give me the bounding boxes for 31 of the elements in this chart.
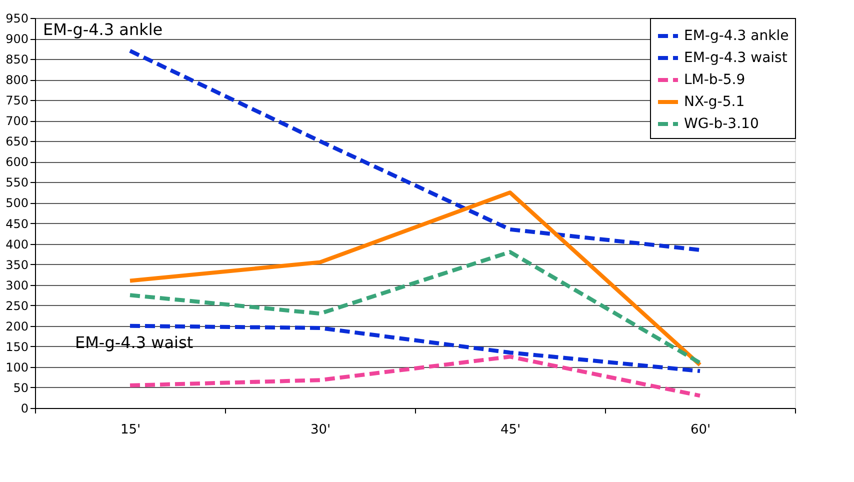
legend-label: EM-g-4.3 ankle xyxy=(684,28,789,44)
y-tick-label: 350 xyxy=(6,258,28,272)
y-tick-label: 150 xyxy=(6,340,28,354)
y-tick-label: 900 xyxy=(6,32,28,46)
legend-label: EM-g-4.3 waist xyxy=(684,50,788,66)
legend-label: WG-b-3.10 xyxy=(684,116,759,132)
x-tick-label: 45' xyxy=(500,422,521,438)
y-tick-label: 200 xyxy=(6,319,28,334)
y-tick-label: 100 xyxy=(6,360,28,374)
legend-label: NX-g-5.1 xyxy=(684,94,745,110)
line-series xyxy=(128,354,702,398)
y-tick-label: 700 xyxy=(6,114,28,128)
y-tick-label: 750 xyxy=(6,94,28,108)
y-tick-label: 0 xyxy=(20,402,28,416)
y-tick-label: 600 xyxy=(6,155,28,170)
y-tick-label: 500 xyxy=(6,196,28,210)
x-tick-label: 15' xyxy=(120,422,141,438)
legend-label: LM-b-5.9 xyxy=(684,72,746,88)
y-tick-label: 950 xyxy=(6,12,28,26)
y-tick-label: 450 xyxy=(6,216,28,231)
annotation: EM-g-4.3 ankle xyxy=(43,20,163,39)
y-tick-label: 850 xyxy=(6,52,28,67)
y-tick-label: 300 xyxy=(6,278,28,292)
y-tick-label: 250 xyxy=(6,298,28,313)
y-tick-label: 400 xyxy=(6,237,28,252)
y-tick-label: 800 xyxy=(6,73,28,88)
x-tick-label: 30' xyxy=(310,422,331,438)
x-tick-label: 60' xyxy=(690,422,711,438)
y-tick-label: 550 xyxy=(6,176,28,190)
y-tick-label: 650 xyxy=(6,134,28,149)
y-tick-label: 50 xyxy=(13,380,28,395)
